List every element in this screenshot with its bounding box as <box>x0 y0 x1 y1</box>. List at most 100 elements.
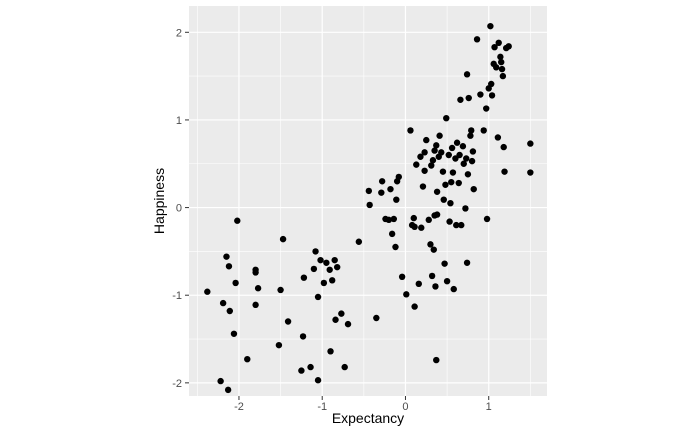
data-point <box>505 43 512 50</box>
data-point <box>252 266 259 273</box>
data-point <box>442 181 449 188</box>
data-point <box>441 260 448 267</box>
data-point <box>332 316 339 323</box>
data-point <box>432 283 439 290</box>
x-axis-ticks: -2 -1 0 1 <box>234 396 492 413</box>
data-point <box>327 348 334 355</box>
data-point <box>411 303 418 310</box>
major-gridlines <box>189 6 547 396</box>
data-point <box>464 171 472 178</box>
y-tick-label: -2 <box>172 378 182 390</box>
data-point <box>312 248 319 255</box>
data-point <box>495 39 502 47</box>
data-point <box>279 235 287 243</box>
data-point <box>487 22 494 30</box>
data-point <box>468 157 476 165</box>
data-point <box>398 273 406 281</box>
data-point <box>419 183 427 190</box>
data-point <box>252 301 259 309</box>
data-point <box>468 127 475 134</box>
data-point <box>433 356 440 364</box>
data-point <box>300 274 308 281</box>
data-point <box>455 179 462 187</box>
data-point <box>459 143 467 150</box>
data-point <box>307 363 314 371</box>
data-point <box>230 330 238 337</box>
data-point <box>483 215 491 223</box>
data-point <box>501 168 508 175</box>
data-point <box>234 217 241 224</box>
x-tick-label: 0 <box>402 401 408 413</box>
data-point <box>447 199 454 207</box>
data-point <box>443 114 450 122</box>
data-point <box>232 279 239 287</box>
minor-gridlines <box>189 6 547 396</box>
data-point <box>463 155 470 162</box>
data-point <box>421 149 428 156</box>
data-point <box>460 160 467 167</box>
data-point <box>333 263 341 271</box>
data-points <box>204 22 534 394</box>
data-point <box>373 314 380 322</box>
data-point <box>425 216 432 224</box>
data-point <box>430 246 437 253</box>
data-point <box>443 277 451 285</box>
data-point <box>365 187 373 195</box>
data-point <box>477 91 484 98</box>
data-point <box>331 256 338 264</box>
data-point <box>462 205 469 212</box>
x-tick-label: -1 <box>317 401 327 413</box>
data-point <box>431 147 438 154</box>
data-point <box>254 285 262 292</box>
data-point <box>366 201 373 209</box>
data-point <box>387 185 394 193</box>
data-point <box>491 43 498 51</box>
data-point <box>413 161 420 168</box>
data-point <box>344 320 352 328</box>
data-point <box>355 238 363 245</box>
data-point <box>226 307 233 315</box>
y-tick-label: 1 <box>176 115 182 127</box>
data-point <box>498 65 506 73</box>
data-point <box>433 211 441 218</box>
y-axis-label: Happiness <box>151 168 167 234</box>
data-point <box>417 153 424 160</box>
data-point <box>436 132 443 139</box>
data-point <box>224 386 232 394</box>
data-point <box>388 230 396 238</box>
data-point <box>463 71 471 78</box>
data-point <box>378 189 385 196</box>
y-tick-label: -1 <box>172 290 182 302</box>
data-point <box>223 253 230 260</box>
data-point <box>338 310 345 317</box>
data-point <box>314 377 322 384</box>
data-point <box>418 224 425 231</box>
data-point <box>439 168 447 175</box>
data-point <box>458 221 465 229</box>
data-point <box>385 216 393 224</box>
data-point <box>390 215 398 223</box>
data-point <box>277 286 284 294</box>
data-point <box>428 162 435 169</box>
data-point <box>498 58 505 66</box>
data-point <box>457 96 464 103</box>
data-point <box>465 94 472 102</box>
x-axis-label: Expectancy <box>332 410 404 426</box>
data-point <box>483 105 490 112</box>
data-point <box>310 265 318 273</box>
data-point <box>445 151 452 159</box>
data-point <box>493 64 500 71</box>
data-point <box>284 318 292 325</box>
data-point <box>453 139 461 146</box>
data-point <box>494 134 502 141</box>
data-point <box>433 142 440 149</box>
data-point <box>428 272 436 280</box>
data-point <box>317 256 324 264</box>
data-point <box>341 363 348 371</box>
data-point <box>429 157 437 164</box>
data-point <box>275 341 283 349</box>
data-point <box>392 243 399 251</box>
data-point <box>320 279 328 287</box>
data-point <box>323 259 330 266</box>
